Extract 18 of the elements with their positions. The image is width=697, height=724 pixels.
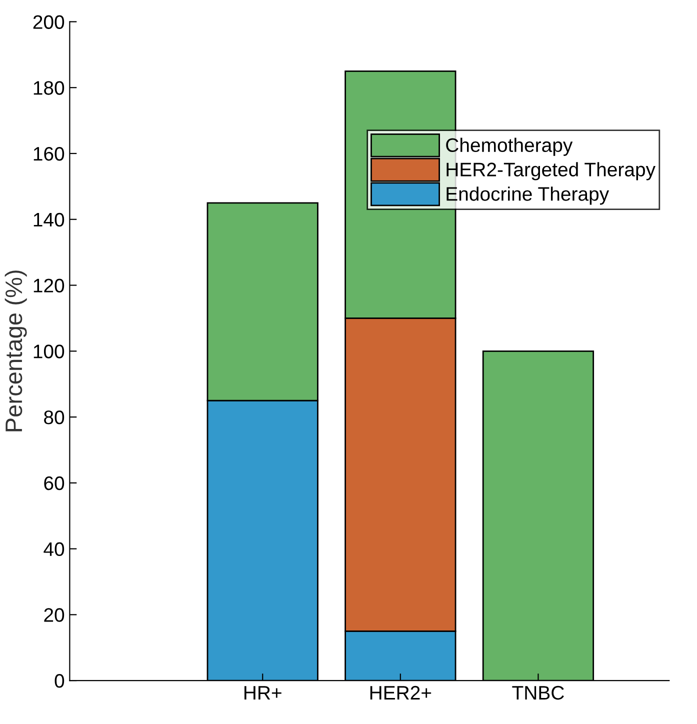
y-tick-label: 160 xyxy=(34,146,64,161)
y-tick-label: 120 xyxy=(34,278,64,292)
y-tick-label: 20 xyxy=(44,608,64,622)
y-tick-label: 40 xyxy=(44,542,64,556)
x-tick-label: TNBC xyxy=(512,686,564,700)
legend-label: Endocrine Therapy xyxy=(446,186,610,205)
y-tick-label: 100 xyxy=(34,344,64,358)
y-tick-label: 0 xyxy=(54,674,64,688)
legend-label: Chemotherapy xyxy=(446,138,573,156)
y-tick-label: 180 xyxy=(34,81,64,95)
y-tick-label: 80 xyxy=(44,410,64,424)
y-tick-label: 200 xyxy=(33,15,64,29)
y-axis-title: Percentage (%) xyxy=(4,270,27,432)
y-tick-label: 60 xyxy=(44,476,64,490)
y-tick-label: 140 xyxy=(34,212,64,227)
x-tick-label: HR+ xyxy=(244,686,282,700)
x-tick-label: HER2+ xyxy=(370,686,432,700)
legend-label: HER2-Targeted Therapy xyxy=(446,162,656,180)
